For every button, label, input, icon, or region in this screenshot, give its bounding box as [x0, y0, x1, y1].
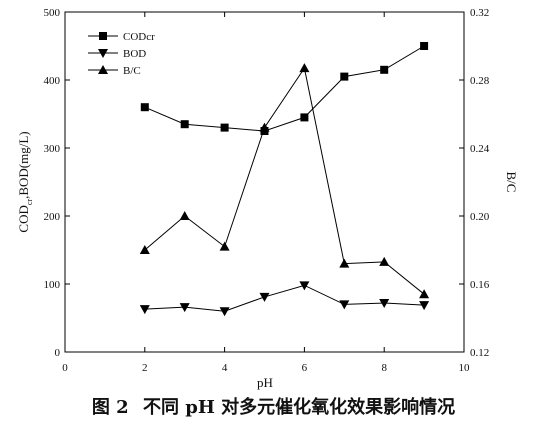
legend-label: B/C	[123, 65, 141, 77]
data-point-codcr	[380, 65, 389, 74]
y-right-tick-label: 0.28	[470, 75, 490, 87]
data-point-codcr	[340, 72, 349, 81]
data-point-codcr	[140, 103, 149, 112]
y-left-tick-label: 400	[44, 75, 61, 87]
y-right-tick-label: 0.12	[470, 347, 489, 359]
chart: 0 2 4 6 8 1001002003004005000.120.160.200.240…	[16, 7, 519, 390]
series-b-c	[139, 63, 430, 299]
x-axis-label: pH	[257, 375, 273, 390]
data-point-bod	[219, 307, 230, 317]
y-axis-right-label: B/C	[504, 172, 519, 193]
legend-marker	[98, 49, 108, 58]
x-tick-label: 8	[381, 362, 387, 374]
data-point-b-c	[259, 122, 270, 132]
y-right-tick-label: 0.20	[470, 211, 490, 223]
y-right-tick-label: 0.32	[470, 7, 489, 19]
data-point-codcr	[300, 113, 309, 122]
figure-number: 图 2	[91, 397, 129, 418]
y-left-tick-label: 300	[44, 143, 61, 155]
data-point-bod	[379, 299, 390, 309]
data-point-bod	[339, 300, 350, 310]
series-line-bod	[144, 284, 425, 312]
figure-caption: 图 2 不同 pH 对多元催化氧化效果影响情况	[0, 393, 547, 419]
data-point-bod	[179, 303, 190, 313]
data-point-codcr	[420, 42, 429, 50]
data-point-codcr	[180, 120, 189, 129]
legend-label: BOD	[123, 48, 146, 60]
y-axis-left-label-sub: cr	[25, 199, 34, 206]
data-point-b-c	[219, 241, 230, 251]
plot-frame	[64, 11, 465, 353]
y-axis-left-label: CODcr,BOD(mg/L)	[16, 131, 34, 232]
legend: CODcr BOD B/C	[88, 31, 155, 77]
legend-marker	[99, 32, 107, 40]
series-line-b-c	[144, 66, 425, 295]
data-point-b-c	[139, 245, 150, 254]
data-point-b-c	[179, 211, 190, 220]
figure-title: 不同 pH 对多元催化氧化效果影响情况	[142, 397, 456, 418]
x-tick-label: 4	[222, 362, 228, 374]
x-tick-label: 10	[459, 362, 471, 374]
y-left-tick-label: 0	[55, 347, 61, 359]
data-point-b-c	[339, 258, 350, 268]
y-left-tick-label: 100	[44, 279, 61, 291]
x-tick-label: 0	[62, 362, 68, 374]
x-tick-label: 6	[302, 362, 308, 374]
y-right-tick-label: 0.24	[470, 143, 490, 155]
series-codcr	[140, 42, 429, 135]
data-point-b-c	[379, 256, 390, 266]
data-point-bod	[139, 305, 150, 315]
series-bod	[139, 281, 430, 317]
data-point-bod	[259, 292, 270, 302]
data-point-bod	[419, 301, 430, 311]
y-right-tick-label: 0.16	[470, 279, 490, 291]
data-point-b-c	[299, 63, 310, 73]
legend-marker	[98, 65, 108, 74]
y-left-tick-label: 200	[44, 211, 61, 223]
data-point-b-c	[419, 289, 430, 299]
y-left-tick-label: 500	[44, 7, 61, 19]
y-axis-left-label-main: COD	[16, 205, 31, 232]
legend-item-bod: BOD	[88, 48, 146, 60]
data-point-bod	[299, 281, 310, 291]
series-line-codcr	[144, 45, 425, 132]
y-axis-left-label-rest: ,BOD(mg/L)	[16, 131, 31, 199]
legend-item-b-c: B/C	[88, 65, 141, 77]
legend-label: CODcr	[123, 31, 155, 43]
x-tick-label: 2	[142, 362, 148, 374]
data-point-codcr	[220, 123, 229, 132]
legend-item-codcr: CODcr	[88, 31, 155, 43]
